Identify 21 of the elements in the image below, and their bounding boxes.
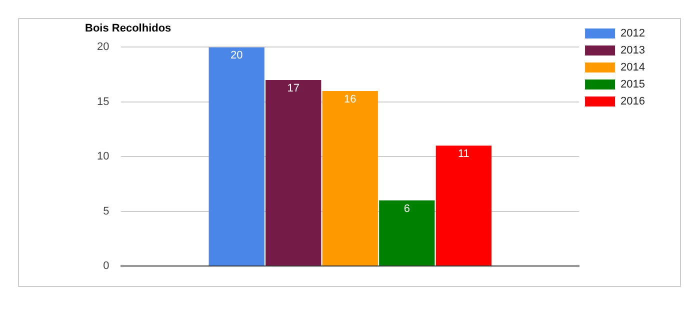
legend-label: 2013 xyxy=(620,44,646,57)
legend-label: 2015 xyxy=(620,78,646,91)
bar xyxy=(436,146,492,266)
legend-label: 2012 xyxy=(620,28,646,40)
data-label: 17 xyxy=(287,82,300,95)
legend-label: 2014 xyxy=(620,62,646,74)
legend-label: 2016 xyxy=(620,96,646,108)
y-tick-label: 10 xyxy=(96,150,110,163)
chart-title: Bois Recolhidos xyxy=(85,22,172,35)
bar xyxy=(266,80,322,266)
data-label: 20 xyxy=(230,50,243,62)
data-label: 11 xyxy=(458,148,470,160)
y-tick-label: 15 xyxy=(96,96,110,108)
y-tick-label: 0 xyxy=(103,260,110,272)
bar xyxy=(322,90,378,266)
data-label: 16 xyxy=(344,93,356,106)
y-tick-label: 20 xyxy=(96,41,110,54)
data-label: 6 xyxy=(404,202,410,215)
y-tick-label: 5 xyxy=(103,205,110,218)
bar xyxy=(379,200,435,266)
bar xyxy=(208,47,264,266)
